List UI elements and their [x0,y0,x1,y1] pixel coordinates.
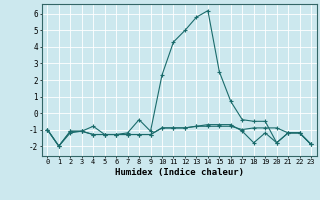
X-axis label: Humidex (Indice chaleur): Humidex (Indice chaleur) [115,168,244,177]
